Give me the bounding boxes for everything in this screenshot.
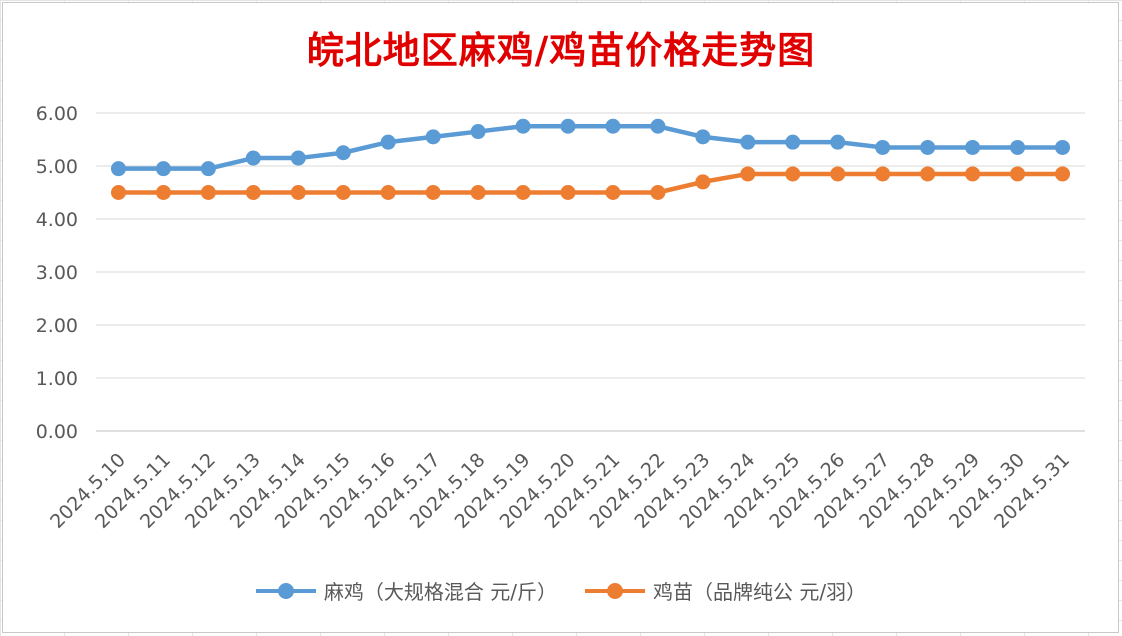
data-point-series-0 bbox=[110, 161, 126, 177]
data-point-series-1 bbox=[290, 185, 306, 200]
data-point-series-1 bbox=[200, 185, 216, 200]
legend-swatch-series-1 bbox=[585, 581, 645, 601]
legend-item-series-1: 鸡苗（品牌纯公 元/羽） bbox=[585, 576, 866, 605]
data-point-series-1 bbox=[425, 185, 441, 200]
series-line-1 bbox=[116, 171, 1065, 195]
data-point-series-1 bbox=[110, 185, 126, 200]
y-tick-label: 1.00 bbox=[36, 368, 78, 390]
y-tick-label: 4.00 bbox=[36, 209, 78, 231]
data-point-series-1 bbox=[515, 185, 531, 200]
chart-legend: 麻鸡（大规格混合 元/斤） 鸡苗（品牌纯公 元/羽） bbox=[0, 576, 1122, 605]
legend-item-series-0: 麻鸡（大规格混合 元/斤） bbox=[255, 576, 557, 605]
data-point-series-0 bbox=[695, 129, 711, 145]
data-point-series-1 bbox=[1055, 166, 1071, 182]
data-point-series-0 bbox=[740, 134, 756, 150]
legend-swatch-series-0 bbox=[255, 581, 316, 601]
data-point-series-1 bbox=[875, 166, 891, 182]
data-point-series-0 bbox=[920, 139, 936, 155]
data-point-series-1 bbox=[1010, 166, 1026, 182]
data-point-series-0 bbox=[830, 134, 846, 150]
chart-title: 皖北地区麻鸡/鸡苗价格走势图 bbox=[306, 28, 816, 72]
data-point-series-1 bbox=[335, 185, 351, 200]
data-point-series-0 bbox=[200, 161, 216, 177]
data-point-series-0 bbox=[470, 124, 486, 140]
data-point-series-0 bbox=[605, 118, 621, 134]
data-point-series-0 bbox=[1055, 139, 1071, 155]
y-tick-label: 0.00 bbox=[36, 421, 78, 443]
legend-label-series-0: 麻鸡（大规格混合 元/斤） bbox=[323, 580, 557, 604]
data-point-series-1 bbox=[560, 185, 576, 200]
y-tick-label: 2.00 bbox=[36, 315, 78, 337]
y-tick-label: 6.00 bbox=[36, 103, 78, 125]
data-point-series-1 bbox=[920, 166, 936, 182]
data-point-series-1 bbox=[650, 185, 666, 200]
data-point-series-0 bbox=[1010, 139, 1026, 155]
data-point-series-1 bbox=[605, 185, 621, 200]
data-point-series-1 bbox=[965, 166, 981, 182]
data-point-series-0 bbox=[290, 150, 306, 166]
data-point-series-1 bbox=[785, 166, 801, 182]
data-point-series-0 bbox=[650, 118, 666, 134]
data-point-series-0 bbox=[425, 129, 441, 145]
data-point-series-0 bbox=[560, 118, 576, 134]
y-tick-label: 5.00 bbox=[36, 156, 78, 178]
data-point-series-1 bbox=[695, 174, 711, 190]
data-point-series-0 bbox=[875, 139, 891, 155]
data-point-series-1 bbox=[740, 166, 756, 182]
data-point-series-0 bbox=[155, 161, 171, 177]
legend-label-series-1: 鸡苗（品牌纯公 元/羽） bbox=[653, 580, 867, 604]
data-point-series-1 bbox=[380, 185, 396, 200]
data-point-series-0 bbox=[245, 150, 261, 166]
data-point-series-1 bbox=[245, 185, 261, 200]
data-point-series-0 bbox=[965, 139, 981, 155]
data-point-series-1 bbox=[830, 166, 846, 182]
series-line-0 bbox=[116, 124, 1065, 171]
data-point-series-0 bbox=[785, 134, 801, 150]
data-point-series-0 bbox=[515, 118, 531, 134]
data-point-series-1 bbox=[470, 185, 486, 200]
data-point-series-0 bbox=[335, 145, 351, 161]
data-point-series-0 bbox=[380, 134, 396, 150]
y-tick-label: 3.00 bbox=[36, 262, 78, 284]
data-point-series-1 bbox=[155, 185, 171, 200]
